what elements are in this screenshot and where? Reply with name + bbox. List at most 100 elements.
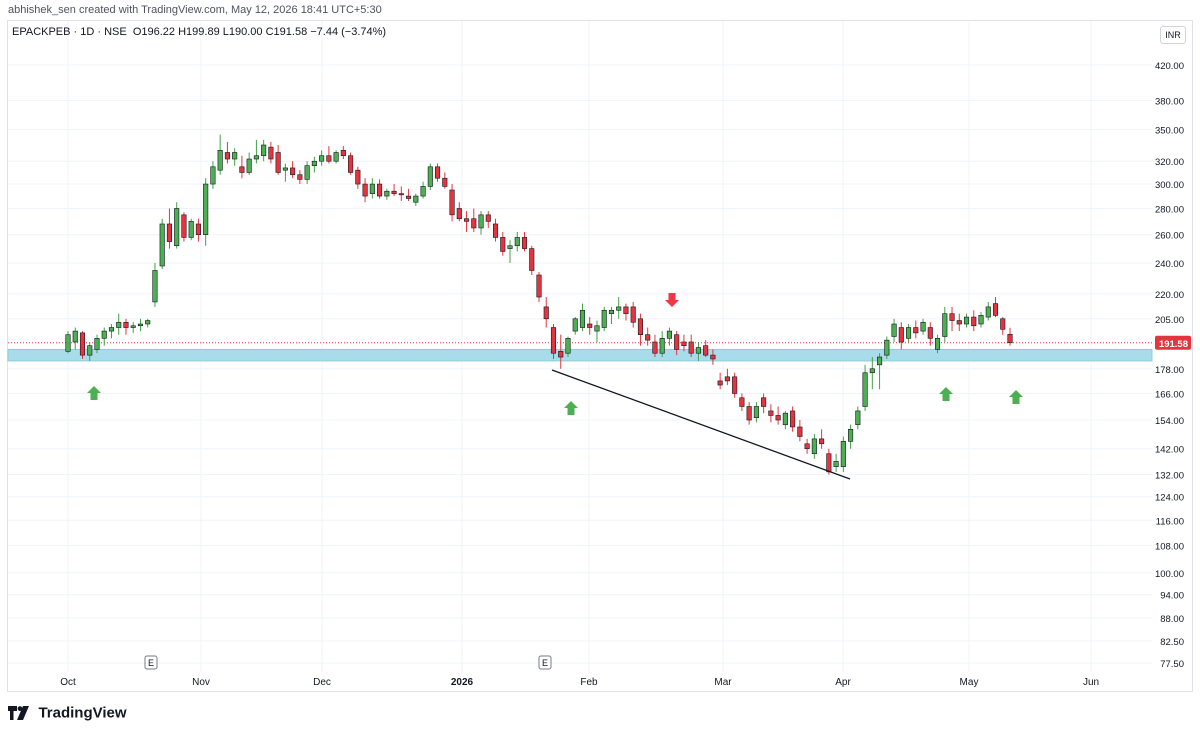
candle-body: [811, 438, 817, 455]
candle: [492, 218, 499, 242]
candle: [898, 322, 904, 350]
price-tick-label: 82.50: [1160, 637, 1184, 648]
candle: [862, 364, 868, 411]
candle-body: [239, 166, 245, 173]
price-tick-label: 132.00: [1155, 471, 1184, 482]
candle: [224, 141, 230, 164]
candle-body: [797, 426, 803, 437]
candle: [565, 336, 571, 358]
candle: [761, 393, 767, 414]
price-tick-label: 380.00: [1155, 96, 1184, 107]
candle-body: [862, 372, 868, 407]
candle-body: [188, 221, 194, 238]
candle: [319, 150, 325, 166]
candle: [746, 402, 752, 425]
candle-body: [920, 321, 926, 332]
candle: [848, 424, 854, 449]
candle: [326, 146, 332, 164]
candle-body: [645, 334, 651, 341]
candle-body: [326, 155, 332, 162]
candle: [724, 368, 730, 386]
candle-body: [768, 410, 774, 416]
candle: [695, 341, 701, 361]
candle-body: [268, 146, 274, 160]
candle: [840, 436, 846, 472]
candle: [623, 303, 629, 321]
candle: [674, 331, 680, 356]
candle-body: [703, 345, 709, 356]
candle: [884, 336, 890, 359]
candle: [427, 163, 433, 191]
candle-body: [166, 223, 172, 242]
candle: [188, 218, 194, 241]
arrow-up-icon: [564, 401, 578, 415]
candle: [891, 318, 897, 342]
candle: [130, 322, 136, 333]
candle: [927, 322, 933, 346]
candle-body: [355, 169, 361, 185]
candle-body: [710, 354, 716, 360]
candle-body: [869, 368, 875, 374]
candle-body: [137, 323, 144, 327]
candle-body: [819, 438, 825, 445]
candle: [355, 166, 361, 189]
candle-body: [152, 270, 158, 303]
candle: [877, 353, 883, 390]
candle: [558, 334, 564, 369]
price-tick-label: 142.00: [1155, 445, 1184, 456]
candle-body: [333, 152, 339, 162]
candle-body: [985, 306, 991, 318]
change-value: −7.44 (−3.74%): [310, 26, 387, 38]
candle-body: [340, 150, 346, 157]
time-tick-label: Dec: [313, 677, 331, 688]
candle-body: [674, 334, 680, 350]
candle-body: [761, 397, 767, 407]
candle: [195, 218, 201, 242]
candle: [550, 324, 557, 359]
candle-body: [688, 341, 694, 354]
candle-body: [942, 313, 948, 337]
candle: [732, 372, 738, 398]
candle: [340, 146, 346, 160]
candle-body: [485, 214, 491, 222]
candle-body: [130, 325, 136, 328]
candle-body: [594, 325, 600, 332]
candle: [572, 317, 578, 335]
candle-body: [898, 327, 904, 343]
candle-body: [108, 327, 115, 332]
candle: [703, 340, 709, 358]
symbol-name[interactable]: EPACKPEB · 1D · NSE: [12, 26, 127, 38]
candle-body: [601, 309, 607, 328]
support-zone: [7, 348, 1153, 362]
candle: [217, 134, 223, 175]
last-price-badge: 191.58: [1155, 335, 1191, 350]
candle-body: [652, 341, 658, 354]
candle: [819, 429, 825, 449]
earnings-marker-label: E: [148, 658, 154, 668]
candle-body: [398, 193, 404, 196]
candle-body: [348, 155, 354, 173]
candle: [949, 306, 955, 332]
price-tick-label: 108.00: [1155, 542, 1184, 553]
candle: [442, 172, 448, 189]
price-tick-label: 94.00: [1160, 591, 1184, 602]
candle: [435, 163, 441, 182]
credit-text: abhishek_sen created with TradingView.co…: [8, 4, 382, 16]
price-tick-label: 205.00: [1155, 315, 1184, 326]
candle: [587, 317, 593, 335]
low-value: L190.00: [222, 26, 263, 38]
candle: [159, 218, 165, 269]
candle-body: [145, 320, 151, 325]
candle: [420, 181, 426, 199]
trend-line[interactable]: [551, 369, 851, 480]
currency-button[interactable]: INR: [1160, 26, 1186, 44]
candle: [579, 303, 586, 332]
candle-body: [282, 167, 288, 171]
candle-body: [377, 183, 383, 197]
candle: [659, 331, 665, 358]
candle: [521, 231, 528, 252]
candle-body: [746, 406, 752, 421]
candle-body: [435, 166, 441, 179]
candle-body: [717, 380, 723, 386]
